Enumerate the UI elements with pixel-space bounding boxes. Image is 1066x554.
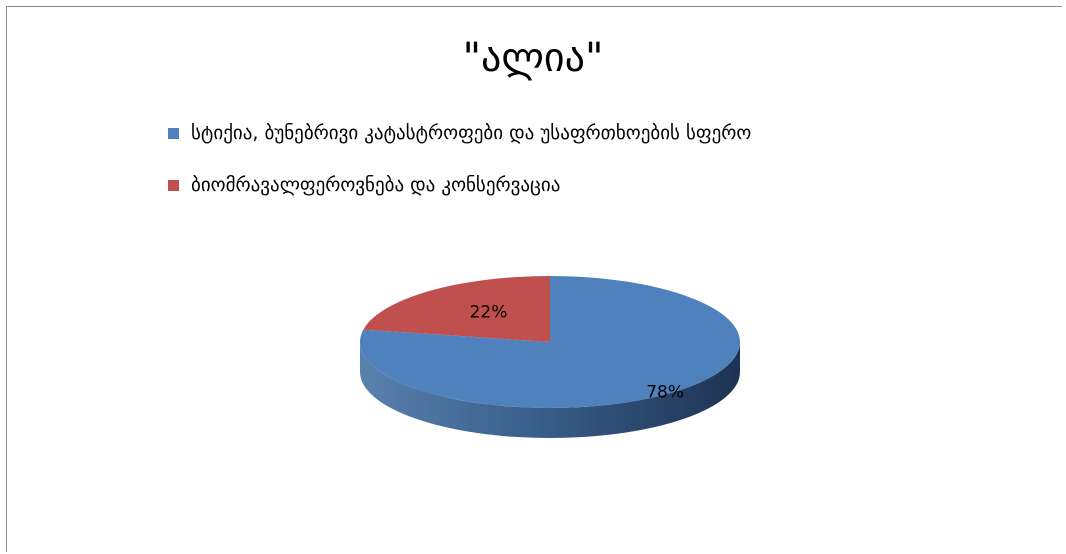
pie-data-label-0: 78% (646, 383, 684, 403)
legend-label-1: ბიომრავალფეროვნება და კონსერვაცია (191, 174, 561, 196)
legend: სტიქია, ბუნებრივი კატასტროფები და უსაფრთ… (168, 118, 751, 222)
pie-labels: 78% 22% (470, 302, 684, 402)
pie-sides (360, 342, 740, 438)
pie-data-label-1: 22% (470, 302, 508, 322)
pie-slice-1 (363, 276, 550, 342)
legend-label-0: სტიქია, ბუნებრივი კატასტროფები და უსაფრთ… (191, 122, 752, 144)
legend-swatch-1 (168, 179, 179, 191)
legend-item-1: ბიომრავალფეროვნება და კონსერვაცია (168, 170, 751, 200)
pie-tops (359, 276, 740, 409)
legend-swatch-0 (168, 127, 179, 139)
legend-item-0: სტიქია, ბუნებრივი კატასტროფები და უსაფრთ… (168, 118, 751, 148)
chart-title: "ალია" (462, 35, 604, 81)
pie-side-0 (360, 342, 740, 438)
